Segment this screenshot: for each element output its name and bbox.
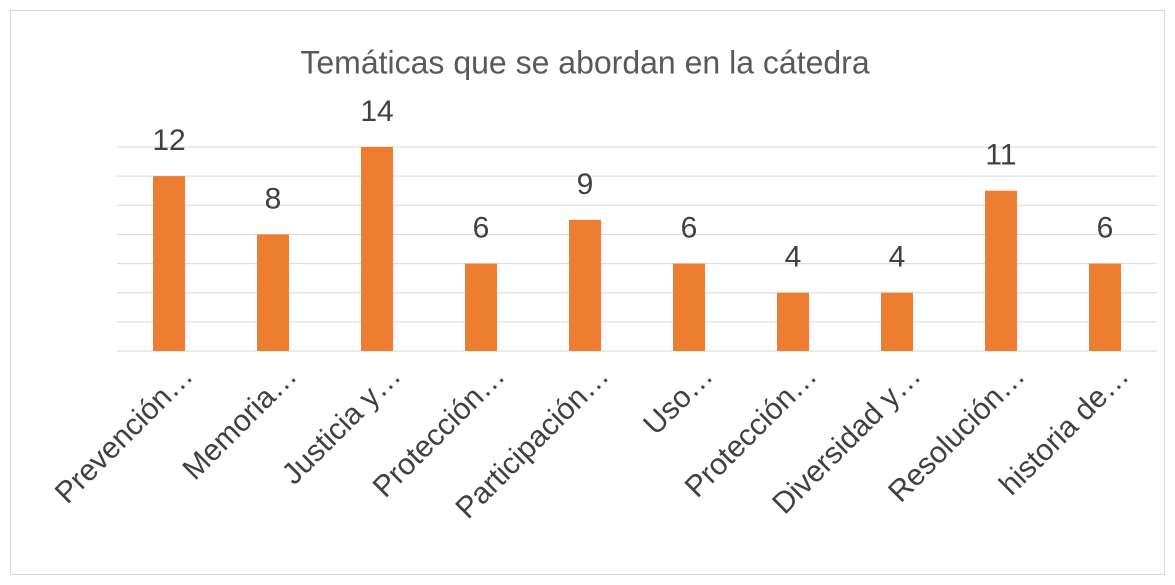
bar (1089, 263, 1121, 351)
bar (985, 190, 1017, 351)
bar (673, 263, 705, 351)
value-label: 6 (1097, 211, 1114, 244)
bar (777, 292, 809, 351)
bar (569, 219, 601, 351)
value-label: 8 (265, 182, 282, 215)
value-label: 11 (985, 139, 1016, 172)
value-label: 4 (785, 241, 802, 274)
bar (881, 292, 913, 351)
value-label: 4 (889, 241, 906, 274)
value-label: 9 (577, 168, 594, 201)
value-label: 14 (360, 95, 393, 128)
bar (153, 176, 185, 351)
value-label: 6 (681, 211, 698, 244)
value-label: 12 (152, 124, 185, 157)
bar (257, 234, 289, 351)
value-label: 6 (473, 211, 490, 244)
bar (361, 147, 393, 351)
bar (465, 263, 497, 351)
chart-title: Temáticas que se abordan en la cátedra (300, 44, 869, 80)
